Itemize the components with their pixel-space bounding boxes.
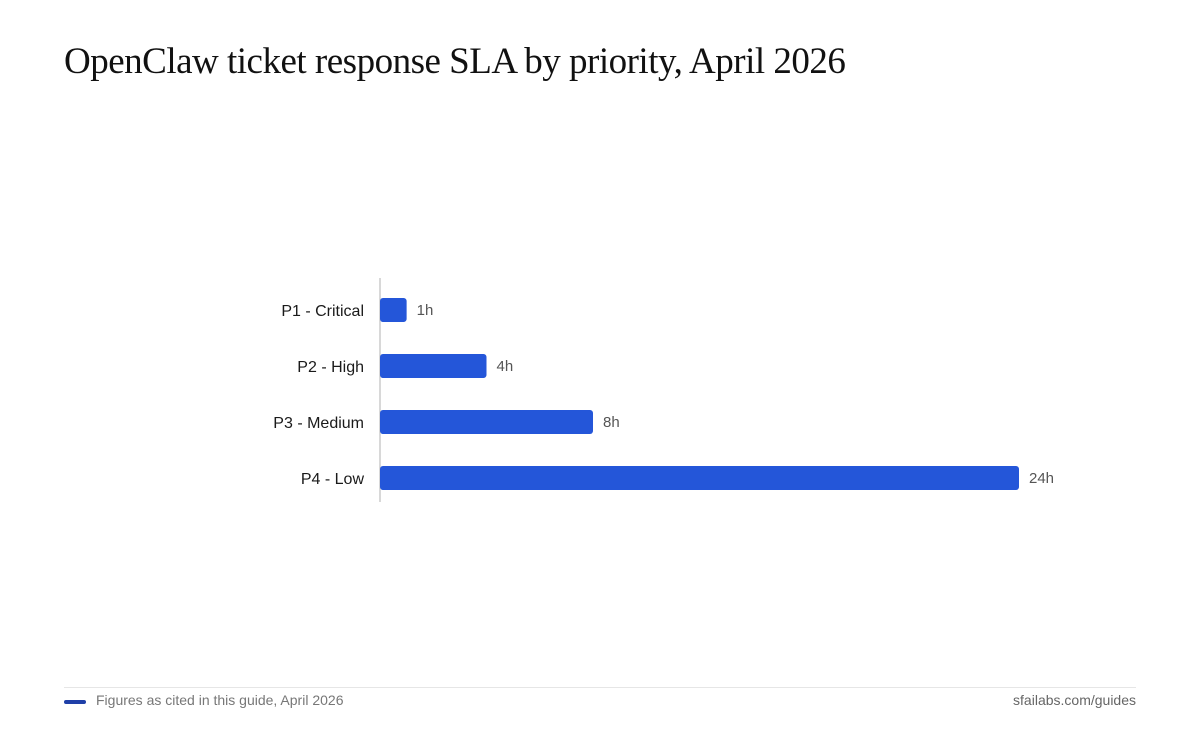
chart-title: OpenClaw ticket response SLA by priority… <box>64 41 846 82</box>
bar-chart: P1 - Critical 1h P2 - High 4h P3 - Medium 8h P… <box>273 278 1054 502</box>
category-label: P4 - Low <box>301 471 365 488</box>
value-label: 4h <box>497 358 514 375</box>
bar <box>380 410 593 434</box>
footer-source: sfailabs.com/guides <box>1013 692 1136 708</box>
category-label: P3 - Medium <box>273 415 364 432</box>
bar <box>380 298 407 322</box>
value-label: 24h <box>1029 470 1054 487</box>
bar <box>380 354 487 378</box>
footer-note: Figures as cited in this guide, April 20… <box>96 692 344 708</box>
footer-swatch <box>64 700 86 704</box>
category-label: P2 - High <box>297 359 364 376</box>
category-label: P1 - Critical <box>281 303 364 320</box>
value-label: 1h <box>417 302 434 319</box>
bar <box>380 466 1019 490</box>
value-label: 8h <box>603 414 620 431</box>
footer-divider <box>64 687 1136 688</box>
